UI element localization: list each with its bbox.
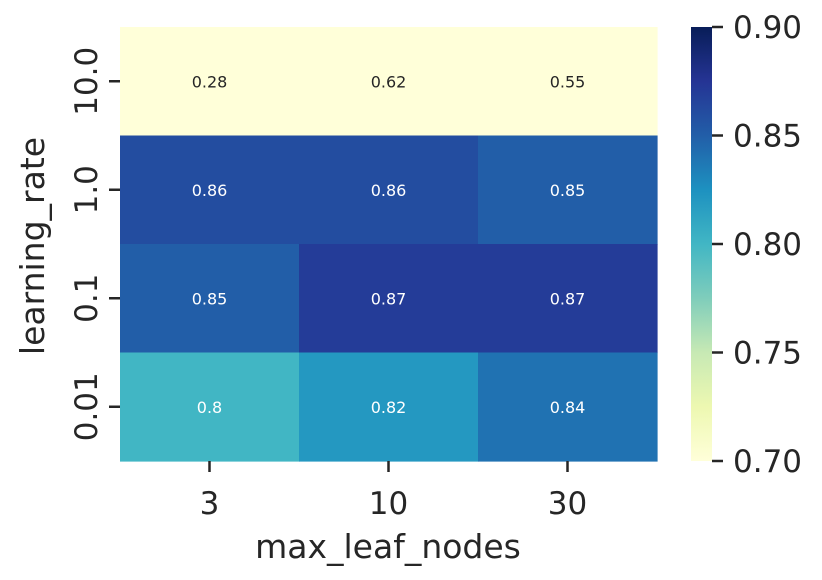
y-tick-label: 1.0 (69, 165, 105, 214)
colorbar: 0.70 0.75 0.80 0.85 0.90 (691, 10, 802, 480)
cell-value-label: 0.84 (550, 398, 586, 417)
x-tick-label: 10 (369, 486, 408, 522)
x-tick-label: 30 (548, 486, 587, 522)
cell-value-label: 0.82 (371, 398, 407, 417)
cell-value-label: 0.86 (371, 181, 407, 200)
cell-value-label: 0.87 (371, 289, 407, 308)
x-axis-label: max_leaf_nodes (255, 527, 521, 566)
heatmap-cell (299, 244, 479, 354)
colorbar-tick-label: 0.85 (733, 119, 802, 155)
y-axis-label: learning_rate (13, 137, 52, 355)
cell-value-label: 0.28 (192, 72, 228, 91)
heatmap-cell (299, 352, 479, 462)
heatmap-cell (120, 27, 300, 137)
heatmap-cell (478, 135, 658, 245)
y-axis: 10.0 1.0 0.1 0.01 (69, 47, 120, 441)
colorbar-tick-label: 0.80 (733, 227, 802, 263)
y-tick-label: 10.0 (69, 47, 105, 116)
cell-value-label: 0.62 (371, 72, 407, 91)
heatmap-cell (478, 27, 658, 137)
cell-value-label: 0.55 (550, 72, 586, 91)
colorbar-tick-label: 0.75 (733, 336, 802, 372)
y-tick-label: 0.1 (69, 274, 105, 323)
heatmap-cell (120, 135, 300, 245)
cell-value-label: 0.85 (192, 289, 228, 308)
colorbar-tick-label: 0.70 (733, 444, 802, 480)
heatmap-cells (120, 27, 658, 462)
heatmap-cell (299, 27, 479, 137)
heatmap-cell (120, 352, 300, 462)
heatmap-cell (120, 244, 300, 354)
heatmap-cell-labels: 0.28 0.62 0.55 0.86 0.86 0.85 0.85 0.87 0.87 0.8 0… (192, 72, 586, 417)
cell-value-label: 0.87 (550, 289, 586, 308)
colorbar-tick-label: 0.90 (733, 10, 802, 46)
heatmap-cell (299, 135, 479, 245)
x-axis: 3 10 30 (200, 461, 587, 522)
y-tick-label: 0.01 (69, 372, 105, 441)
cell-value-label: 0.86 (192, 181, 228, 200)
heatmap-cell (478, 244, 658, 354)
cell-value-label: 0.85 (550, 181, 586, 200)
x-tick-label: 3 (200, 486, 220, 522)
heatmap-cell (478, 352, 658, 462)
cell-value-label: 0.8 (197, 398, 222, 417)
colorbar-gradient (691, 27, 712, 461)
